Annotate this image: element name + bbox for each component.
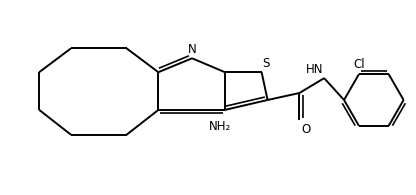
Text: O: O xyxy=(301,123,311,136)
Text: Cl: Cl xyxy=(353,58,365,71)
Text: S: S xyxy=(262,57,270,70)
Text: N: N xyxy=(188,43,196,56)
Text: NH₂: NH₂ xyxy=(209,120,231,133)
Text: HN: HN xyxy=(306,63,323,76)
